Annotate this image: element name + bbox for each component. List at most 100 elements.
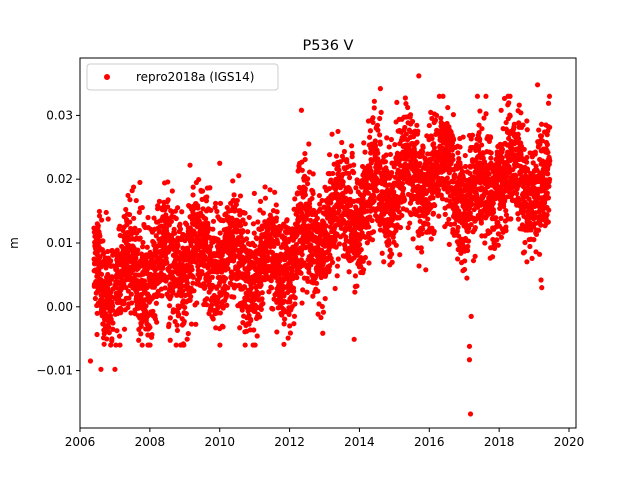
data-point	[494, 237, 500, 243]
data-point	[139, 204, 145, 211]
data-point	[326, 152, 333, 158]
data-point	[507, 93, 513, 99]
data-point	[402, 124, 408, 131]
data-point	[326, 267, 332, 273]
data-point	[299, 300, 305, 306]
data-point	[461, 266, 468, 273]
data-point	[182, 304, 188, 311]
data-point	[506, 100, 512, 106]
data-point	[114, 328, 120, 334]
data-point	[304, 181, 311, 187]
data-point	[335, 128, 341, 135]
data-point	[248, 285, 255, 291]
data-point	[545, 195, 552, 201]
data-point	[381, 259, 387, 265]
data-point	[282, 316, 288, 322]
data-point	[248, 317, 254, 324]
data-point	[414, 122, 420, 128]
data-point	[285, 335, 291, 341]
data-point	[121, 326, 128, 332]
data-point	[96, 208, 103, 215]
data-point	[188, 294, 194, 300]
data-point	[203, 216, 209, 222]
data-point	[515, 216, 521, 222]
data-point	[432, 117, 439, 123]
data-point	[317, 206, 323, 212]
data-point	[538, 277, 544, 283]
data-point	[371, 198, 377, 204]
data-point	[375, 127, 381, 133]
data-point	[105, 248, 111, 255]
data-point	[352, 273, 359, 279]
data-point	[330, 170, 336, 177]
data-point	[210, 218, 217, 224]
data-point	[273, 202, 279, 208]
data-point	[274, 329, 280, 335]
data-point	[94, 331, 100, 338]
data-point	[208, 302, 215, 308]
data-point	[374, 188, 380, 194]
data-point	[196, 218, 202, 224]
data-point	[240, 217, 246, 223]
data-point	[175, 243, 181, 249]
data-point	[498, 215, 504, 221]
data-point	[207, 185, 213, 191]
data-point	[308, 242, 314, 248]
data-point	[231, 192, 237, 198]
data-point	[536, 127, 542, 133]
data-point	[224, 291, 230, 298]
data-point	[128, 291, 134, 297]
data-point	[472, 253, 478, 259]
data-point	[318, 274, 324, 281]
data-point	[371, 98, 377, 104]
data-point	[190, 280, 196, 286]
data-point	[191, 206, 197, 212]
data-point	[436, 213, 442, 219]
data-point	[204, 296, 210, 302]
data-point	[143, 303, 149, 309]
data-point	[110, 326, 116, 332]
data-point	[108, 342, 114, 348]
data-point	[104, 336, 110, 342]
data-point	[203, 198, 210, 204]
data-point	[101, 341, 107, 347]
data-point	[377, 132, 383, 138]
data-point	[229, 233, 236, 239]
data-point	[193, 321, 199, 327]
data-point	[498, 234, 505, 240]
data-point	[524, 159, 530, 165]
data-point	[346, 269, 352, 275]
data-point	[351, 170, 357, 176]
data-point	[204, 194, 210, 200]
data-point	[92, 295, 99, 302]
data-point	[294, 274, 300, 281]
data-point	[520, 122, 526, 128]
data-point	[323, 223, 329, 229]
data-point	[346, 175, 353, 181]
data-point	[166, 303, 173, 309]
data-point	[190, 184, 196, 190]
data-point	[546, 207, 552, 213]
data-point	[351, 336, 357, 342]
data-point	[299, 251, 305, 258]
data-point	[188, 321, 195, 327]
data-point	[425, 216, 431, 222]
data-point	[174, 322, 180, 328]
data-point	[524, 118, 530, 124]
data-point	[169, 188, 175, 194]
data-point	[127, 197, 133, 203]
data-point	[334, 273, 340, 279]
data-point	[126, 211, 133, 218]
data-point	[165, 197, 171, 203]
data-point	[293, 242, 299, 248]
data-point	[199, 271, 205, 277]
data-point	[147, 324, 153, 330]
data-point	[187, 162, 193, 168]
data-point	[171, 226, 177, 232]
data-point	[457, 144, 463, 150]
data-point	[546, 176, 553, 182]
data-point	[245, 270, 251, 276]
data-point	[251, 230, 257, 236]
data-point	[173, 215, 179, 222]
data-point	[292, 295, 298, 301]
